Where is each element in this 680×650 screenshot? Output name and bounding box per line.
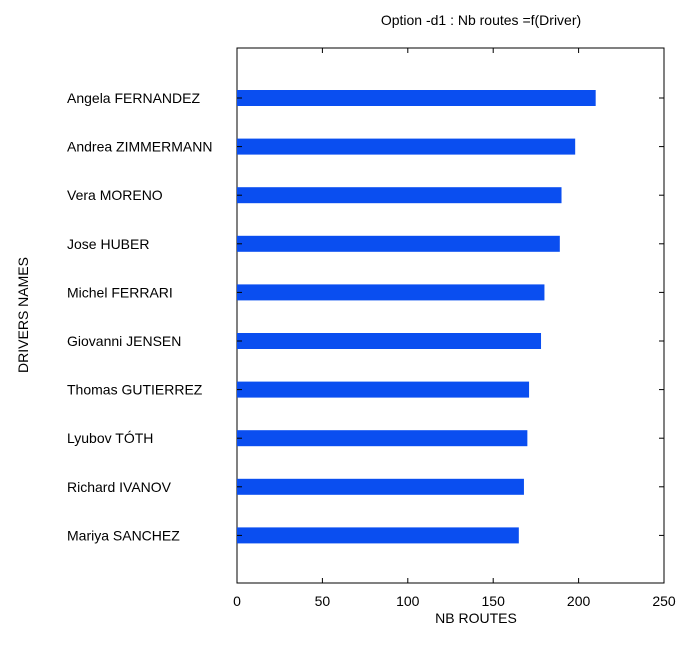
x-tick-label: 0 [233, 593, 241, 609]
x-tick-label: 100 [396, 593, 420, 609]
x-axis-label: NB ROUTES [435, 610, 517, 626]
y-tick-label: Andrea ZIMMERMANN [67, 139, 212, 155]
bar [237, 333, 542, 349]
x-tick-label: 250 [652, 593, 676, 609]
bar [237, 527, 519, 544]
bar [237, 235, 560, 252]
plot-frame [236, 47, 665, 584]
bar [237, 478, 524, 495]
y-tick-label: Mariya SANCHEZ [67, 527, 180, 543]
bar [237, 430, 528, 447]
bar [237, 90, 596, 106]
x-tick-label: 200 [567, 593, 591, 609]
y-tick-label: Michel FERRARI [67, 284, 173, 300]
y-tick-label: Thomas GUTIERREZ [67, 382, 203, 398]
chart-title: Option -d1 : Nb routes =f(Driver) [381, 12, 581, 28]
y-tick-label: Jose HUBER [67, 236, 149, 252]
bar [237, 138, 576, 155]
y-tick-label: Vera MORENO [67, 187, 163, 203]
y-axis-label: DRIVERS NAMES [15, 257, 31, 373]
bar [237, 381, 530, 398]
y-tick-label: Giovanni JENSEN [67, 333, 181, 349]
y-tick-label: Richard IVANOV [67, 479, 172, 495]
bar [237, 284, 545, 301]
y-tick-label: Angela FERNANDEZ [67, 90, 200, 106]
x-tick-label: 150 [482, 593, 506, 609]
bar [237, 187, 562, 204]
x-tick-label: 50 [315, 593, 331, 609]
y-tick-label: Lyubov TÓTH [67, 430, 153, 446]
